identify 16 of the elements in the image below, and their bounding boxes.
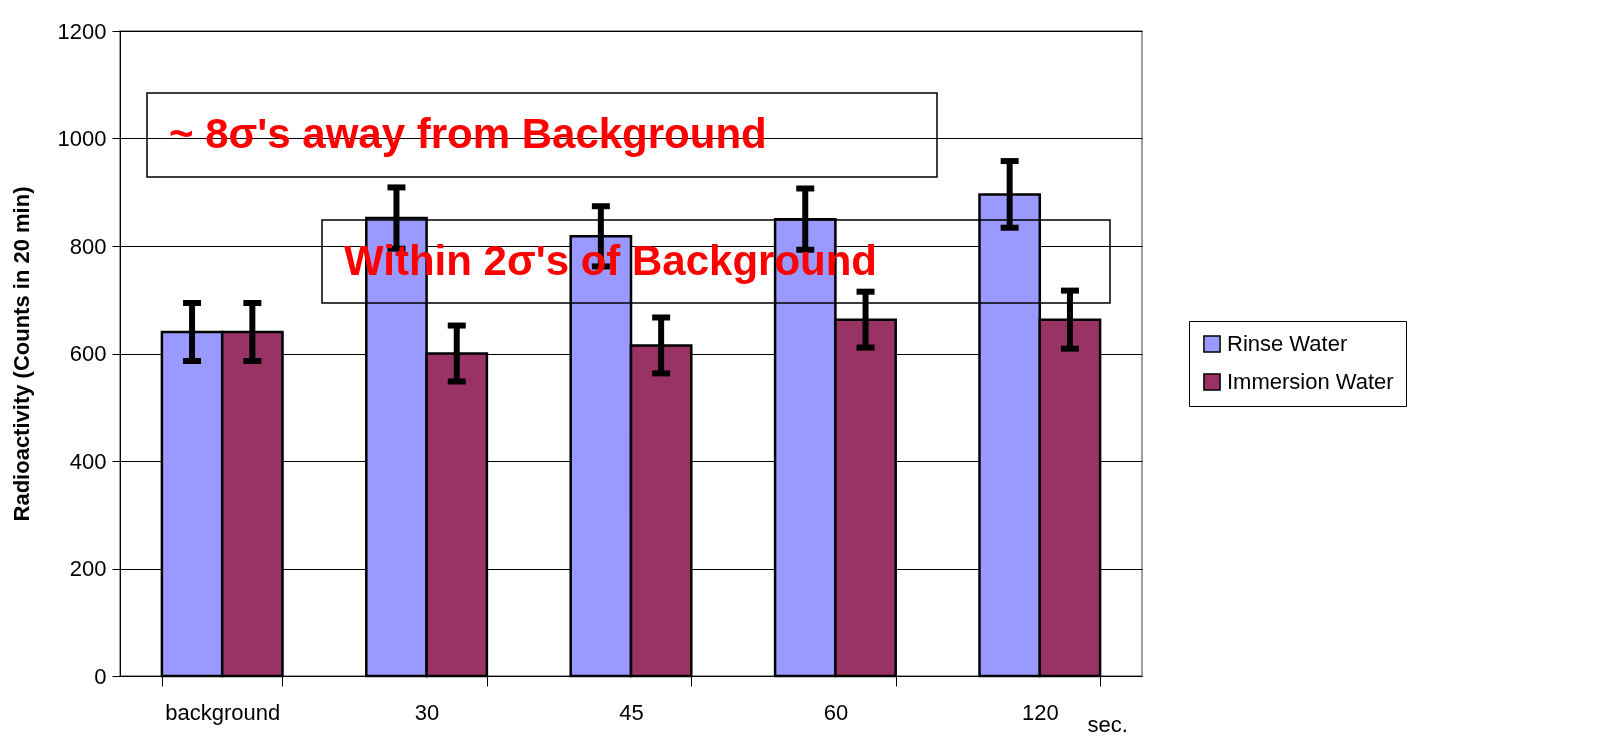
y-axis-title: Radioactivity (Counts in 20 min) <box>8 186 34 522</box>
y-tick-label: 400 <box>69 448 107 474</box>
x-tick-label: 45 <box>619 699 644 725</box>
y-tick-label: 200 <box>69 556 107 581</box>
legend-label: Rinse Water <box>1227 331 1348 356</box>
y-tick-label: 0 <box>94 663 107 689</box>
y-tick-label: 800 <box>69 233 107 259</box>
legend-label: Immersion Water <box>1227 369 1394 394</box>
x-tick-label: background <box>165 699 281 725</box>
x-axis-title: sec. <box>1087 711 1128 737</box>
x-tick-label: 30 <box>414 699 440 725</box>
y-tick-label: 1000 <box>57 126 107 151</box>
x-tick-label: 120 <box>1021 699 1059 725</box>
y-tick-label: 1200 <box>57 18 107 44</box>
x-tick-label: 60 <box>823 699 849 725</box>
y-tick-label: 600 <box>69 341 107 366</box>
